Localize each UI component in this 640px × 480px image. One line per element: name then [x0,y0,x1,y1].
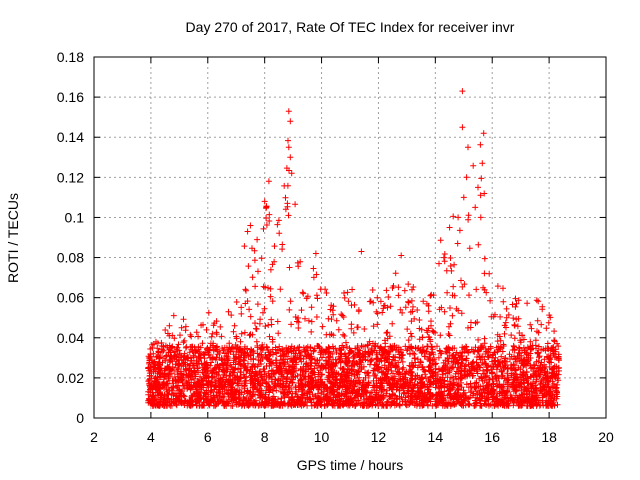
y-tick-label: 0.14 [57,129,84,145]
y-tick-label: 0.18 [57,49,84,65]
y-tick-label: 0 [76,410,84,426]
roti-point [261,198,268,205]
roti-point [285,144,292,151]
roti-point [459,124,466,131]
roti-point [459,88,466,95]
x-axis-ticks: 2 4 6 8 10 12 14 16 18 20 [90,57,614,445]
x-tick-label: 10 [314,429,330,445]
chart-title: Day 270 of 2017, Rate Of TEC Index for r… [186,19,515,35]
roti-point [284,200,291,207]
roti-point [285,108,292,115]
y-tick-label: 0.06 [57,290,84,306]
y-tick-label: 0.02 [57,370,84,386]
roti-point [455,214,462,221]
plot-frame [93,56,607,419]
roti-point [288,170,295,177]
y-tick-label: 0.1 [65,209,85,225]
x-axis-label: GPS time / hours [297,457,404,473]
grid-lines [94,57,606,418]
y-tick-label: 0.08 [57,250,84,266]
y-tick-label: 0.12 [57,169,84,185]
x-tick-label: 6 [204,429,212,445]
x-tick-label: 4 [147,429,155,445]
roti-point [460,194,467,201]
x-tick-label: 12 [371,429,387,445]
roti-point [287,154,294,161]
roti-point-cloud [145,137,562,409]
roti-point [244,228,251,235]
roti-point [480,130,487,137]
roti-point [472,204,479,211]
y-tick-label: 0.04 [57,330,84,346]
y-tick-label: 0.16 [57,89,84,105]
roti-point [463,174,470,181]
roti-point [446,224,453,231]
roti-point [312,250,319,257]
roti-point [479,160,486,167]
data-points [145,88,562,409]
roti-point [465,144,471,151]
roti-point [398,252,405,259]
roti-point [265,178,272,185]
roti-point [247,222,254,229]
roti-point [440,254,447,261]
roti-point [358,248,365,255]
x-tick-label: 8 [261,429,269,445]
x-tick-label: 20 [598,429,614,445]
roti-point [475,184,481,191]
x-tick-label: 14 [428,429,444,445]
roti-point [287,118,294,125]
y-axis-ticks: 0 0.02 0.04 0.06 0.08 0.1 0.12 0.14 0.16 0.18 [57,49,606,426]
x-tick-label: 2 [90,429,98,445]
x-tick-label: 16 [484,429,500,445]
roti-point [477,214,484,221]
y-axis-label: ROTI / TECUs [5,193,21,283]
x-tick-label: 18 [541,429,557,445]
